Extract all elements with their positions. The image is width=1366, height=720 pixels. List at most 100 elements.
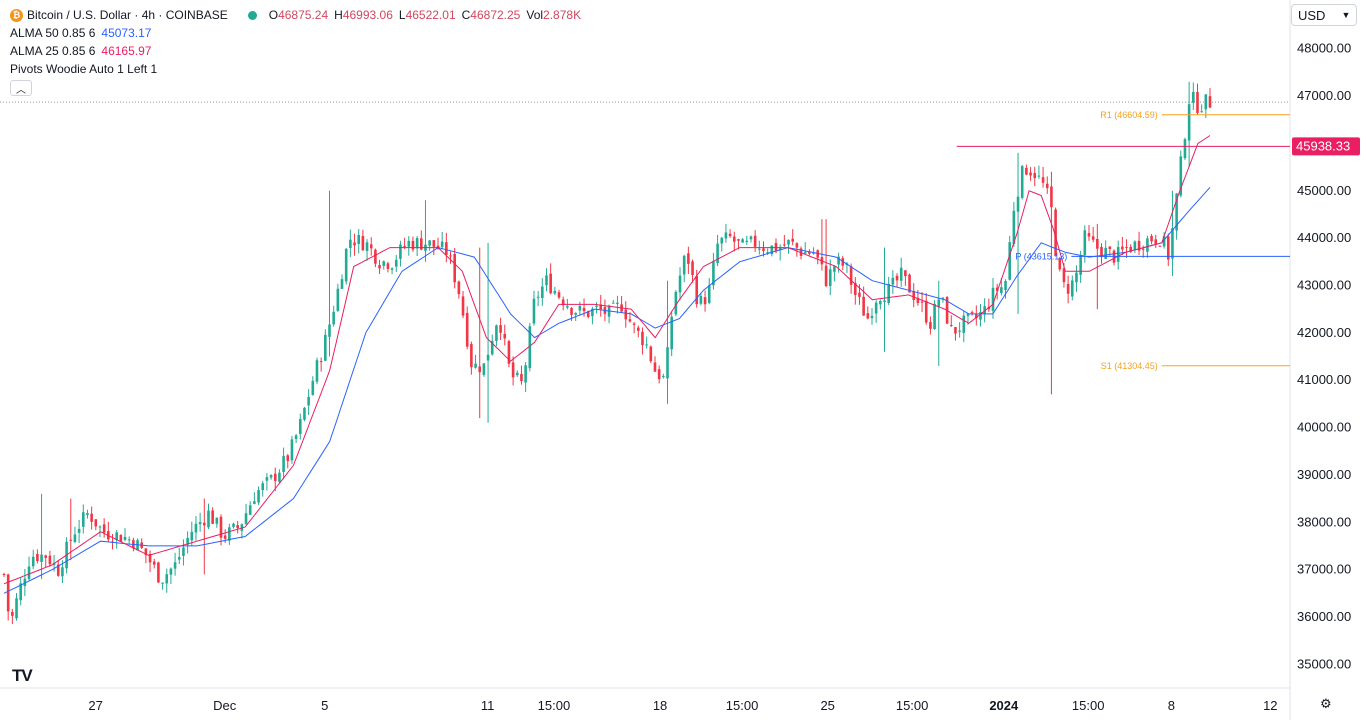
candle-body [862, 296, 865, 316]
candle-body [461, 296, 465, 316]
candle-body [86, 513, 89, 515]
candle-body [1020, 166, 1024, 198]
candle-body [611, 302, 615, 304]
candle-body [582, 307, 586, 312]
candle-body [1146, 238, 1149, 252]
y-tick-label: 44000.00 [1297, 230, 1351, 245]
symbol-title[interactable]: Bitcoin / U.S. Dollar · 4h · COINBASE [27, 8, 228, 22]
candle-body [244, 513, 248, 524]
candle-body [887, 283, 890, 303]
candle-body [833, 266, 836, 272]
candle-body [1200, 111, 1203, 113]
candle-body [549, 273, 552, 294]
candle-body [1037, 175, 1041, 177]
candle-body [737, 239, 740, 241]
chart-legend: ₿ Bitcoin / U.S. Dollar · 4h · COINBASE … [10, 6, 587, 78]
candle-body [1054, 209, 1057, 257]
x-tick-label: 25 [820, 698, 834, 713]
ohlc-label: Vol [526, 8, 544, 22]
candle-body [1066, 283, 1070, 294]
candle-body [649, 346, 653, 362]
candle-body [23, 578, 27, 586]
candle-body [1121, 246, 1124, 250]
candle-body [15, 598, 18, 619]
collapse-legend-button[interactable]: ︿ [10, 80, 32, 96]
candle-body [574, 313, 578, 315]
candle-body [507, 341, 511, 364]
candle-body [311, 380, 315, 395]
x-tick-label: 15:00 [1072, 698, 1105, 713]
candle-body [624, 309, 628, 320]
candle-body [586, 311, 590, 318]
candle-body [90, 513, 93, 522]
settings-icon[interactable]: ⚙ [1320, 696, 1332, 711]
candle-body [641, 331, 644, 346]
candle-body [453, 253, 456, 283]
candle-body [73, 534, 77, 542]
candle-body [215, 517, 219, 524]
candle-body [1075, 272, 1078, 283]
candle-body [636, 327, 640, 331]
tradingview-logo[interactable]: TV [12, 666, 33, 685]
candle-body [411, 240, 415, 250]
candle-body [69, 539, 73, 541]
candle-body [578, 305, 582, 311]
candle-body [528, 326, 532, 369]
indicator-alma50[interactable]: ALMA 50 0.85 6 45073.17 [10, 24, 587, 42]
candle-body [561, 299, 565, 306]
candle-body [1004, 280, 1007, 291]
candle-body [319, 361, 323, 363]
candle-body [56, 564, 60, 576]
candle-body [628, 319, 632, 322]
candle-body [186, 537, 189, 545]
ohlc-value: 46872.25 [470, 8, 521, 22]
candle-body [753, 235, 757, 247]
candle-body [616, 302, 619, 304]
y-tick-label: 45000.00 [1297, 183, 1351, 198]
candle-body [336, 288, 340, 311]
candle-body [31, 556, 35, 567]
candle-body [1187, 104, 1191, 141]
ohlc-value: 46522.01 [405, 8, 456, 22]
candle-body [148, 553, 152, 563]
candle-body [937, 299, 941, 307]
candle-body [394, 259, 398, 267]
candle-body [194, 523, 198, 533]
candle-body [257, 490, 260, 503]
candle-body [883, 300, 886, 302]
candle-body [778, 247, 782, 251]
candle-body [486, 354, 490, 361]
candle-body [1050, 186, 1053, 208]
candle-body [1129, 246, 1133, 252]
chevron-down-icon: ▼ [1341, 10, 1351, 20]
candle-body [695, 275, 699, 305]
candle-body [499, 325, 502, 333]
candle-body [666, 347, 669, 379]
x-tick-label: 15:00 [896, 698, 929, 713]
indicator-alma25[interactable]: ALMA 25 0.85 6 46165.97 [10, 42, 587, 60]
candle-body [536, 296, 540, 298]
candle-body [941, 297, 945, 299]
candle-body [198, 522, 202, 525]
candle-body [682, 255, 686, 275]
candle-body [324, 334, 327, 361]
currency-select[interactable]: USD ▼ [1291, 4, 1357, 26]
candle-body [332, 311, 335, 325]
candle-body [294, 435, 298, 440]
candle-body [870, 316, 874, 319]
candle-body [182, 547, 185, 556]
symbol-row: ₿ Bitcoin / U.S. Dollar · 4h · COINBASE … [10, 6, 587, 24]
candle-body [791, 238, 794, 242]
candle-body [975, 314, 978, 319]
indicator-pivots[interactable]: Pivots Woodie Auto 1 Left 1 [10, 60, 587, 78]
x-tick-label: 2024 [989, 698, 1019, 713]
candle-body [1096, 238, 1099, 249]
candle-body [177, 557, 181, 560]
candle-body [382, 261, 386, 266]
candle-body [866, 313, 870, 319]
y-tick-label: 47000.00 [1297, 88, 1351, 103]
candle-body [954, 327, 957, 334]
candle-body [1137, 240, 1141, 251]
candle-body [11, 611, 14, 616]
